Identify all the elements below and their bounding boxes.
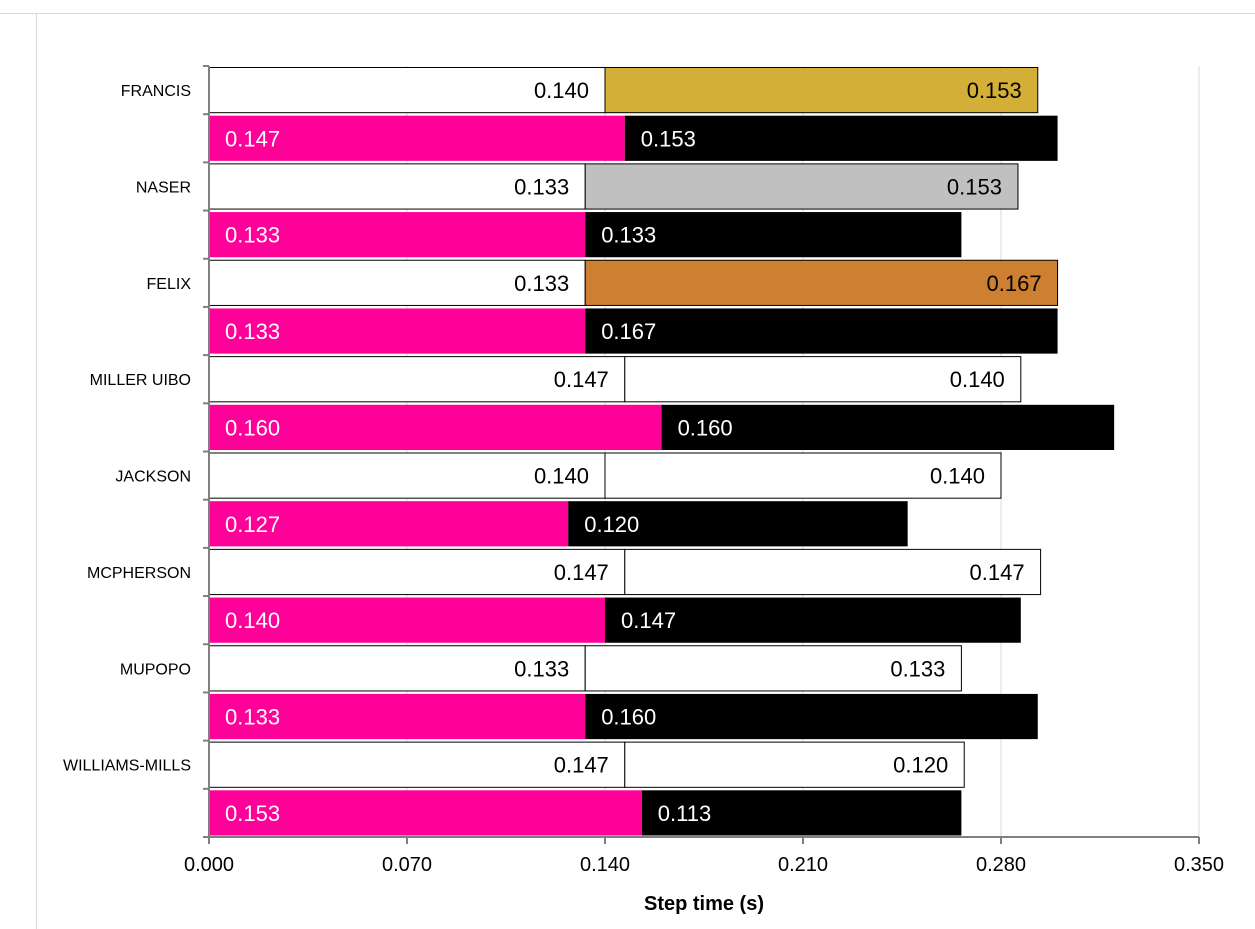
bar-segment — [585, 308, 1058, 354]
bar-segment — [209, 693, 586, 740]
bar-segment — [604, 67, 1039, 114]
bar-segment — [568, 501, 908, 547]
data-label: 0.147 — [225, 126, 280, 151]
bar-segment — [209, 501, 569, 547]
bar-segment — [605, 597, 1021, 643]
bar-segment — [209, 790, 642, 836]
data-label: 0.167 — [987, 271, 1042, 296]
data-label: 0.133 — [601, 223, 656, 248]
bar-segment — [584, 163, 1019, 210]
bar-segment — [209, 404, 662, 450]
bar-segment — [624, 548, 1042, 596]
data-label: 0.140 — [534, 78, 589, 103]
data-label: 0.133 — [225, 705, 280, 730]
bar-segment — [208, 548, 626, 596]
category-label: FRANCIS — [121, 83, 191, 100]
data-label: 0.120 — [893, 753, 948, 778]
bar-segment — [584, 259, 1059, 306]
bar-segment — [208, 259, 586, 306]
data-label: 0.133 — [225, 223, 280, 248]
data-label: 0.133 — [225, 319, 280, 344]
data-label: 0.153 — [641, 126, 696, 151]
frame-border-left — [36, 14, 37, 929]
data-label: 0.133 — [514, 271, 569, 296]
category-label: WILLIAMS-MILLS — [63, 758, 191, 775]
category-label: MILLER UIBO — [90, 372, 191, 389]
data-label: 0.133 — [890, 656, 945, 681]
bar-segment — [208, 645, 586, 692]
data-label: 0.140 — [950, 367, 1005, 392]
bar-segment — [209, 115, 625, 161]
bars: 0.140 0.153 0.147 0.153 0.133 0.153 0.133 0.133… — [208, 67, 1115, 836]
bar-segment — [584, 645, 962, 692]
bar-segment — [624, 115, 1058, 161]
data-label: 0.127 — [225, 512, 280, 537]
category-label: NASER — [136, 179, 191, 196]
data-label: 0.153 — [967, 78, 1022, 103]
bar-segment — [208, 356, 626, 403]
data-label: 0.147 — [554, 560, 609, 585]
x-tick-label: 0.280 — [976, 854, 1026, 876]
data-label: 0.167 — [601, 319, 656, 344]
category-label: FELIX — [147, 276, 192, 293]
frame-border-top — [0, 13, 1255, 14]
data-label: 0.140 — [534, 464, 589, 489]
data-label: 0.133 — [514, 174, 569, 199]
bar-segment — [604, 452, 1002, 499]
bar-segment — [585, 693, 1038, 740]
x-tick-label: 0.070 — [382, 854, 432, 876]
data-label: 0.153 — [947, 174, 1002, 199]
bar-segment — [585, 212, 962, 258]
x-tick-label: 0.140 — [580, 854, 630, 876]
data-label: 0.147 — [554, 753, 609, 778]
bar-segment — [661, 404, 1115, 450]
category-label: MUPOPO — [120, 661, 191, 678]
bar-segment — [641, 790, 962, 836]
data-label: 0.147 — [621, 608, 676, 633]
data-label: 0.140 — [930, 464, 985, 489]
category-label: MCPHERSON — [87, 565, 191, 582]
bar-segment — [209, 212, 586, 258]
data-label: 0.113 — [658, 801, 711, 826]
data-label: 0.140 — [225, 608, 280, 633]
bar-segment — [208, 67, 606, 114]
data-label: 0.147 — [554, 367, 609, 392]
x-tick-label: 0.350 — [1174, 854, 1224, 876]
data-label: 0.160 — [601, 705, 656, 730]
x-tick-label: 0.000 — [184, 854, 234, 876]
data-label: 0.153 — [225, 801, 280, 826]
data-label: 0.160 — [678, 415, 733, 440]
axes: 0.000 0.070 0.140 0.210 0.280 0.350 FRANCIS NAS… — [63, 65, 1224, 876]
x-tick-label: 0.210 — [778, 854, 828, 876]
bar-segment — [208, 163, 586, 210]
x-axis-title: Step time (s) — [644, 893, 764, 915]
data-label: 0.160 — [225, 415, 280, 440]
bar-segment — [208, 452, 606, 499]
data-label: 0.147 — [970, 560, 1025, 585]
category-label: JACKSON — [115, 469, 191, 486]
bar-segment — [209, 308, 586, 354]
bar-segment — [624, 356, 1022, 403]
bar-segment — [209, 597, 605, 643]
data-label: 0.120 — [584, 512, 639, 537]
bar-segment — [624, 741, 965, 788]
data-label: 0.133 — [514, 656, 569, 681]
